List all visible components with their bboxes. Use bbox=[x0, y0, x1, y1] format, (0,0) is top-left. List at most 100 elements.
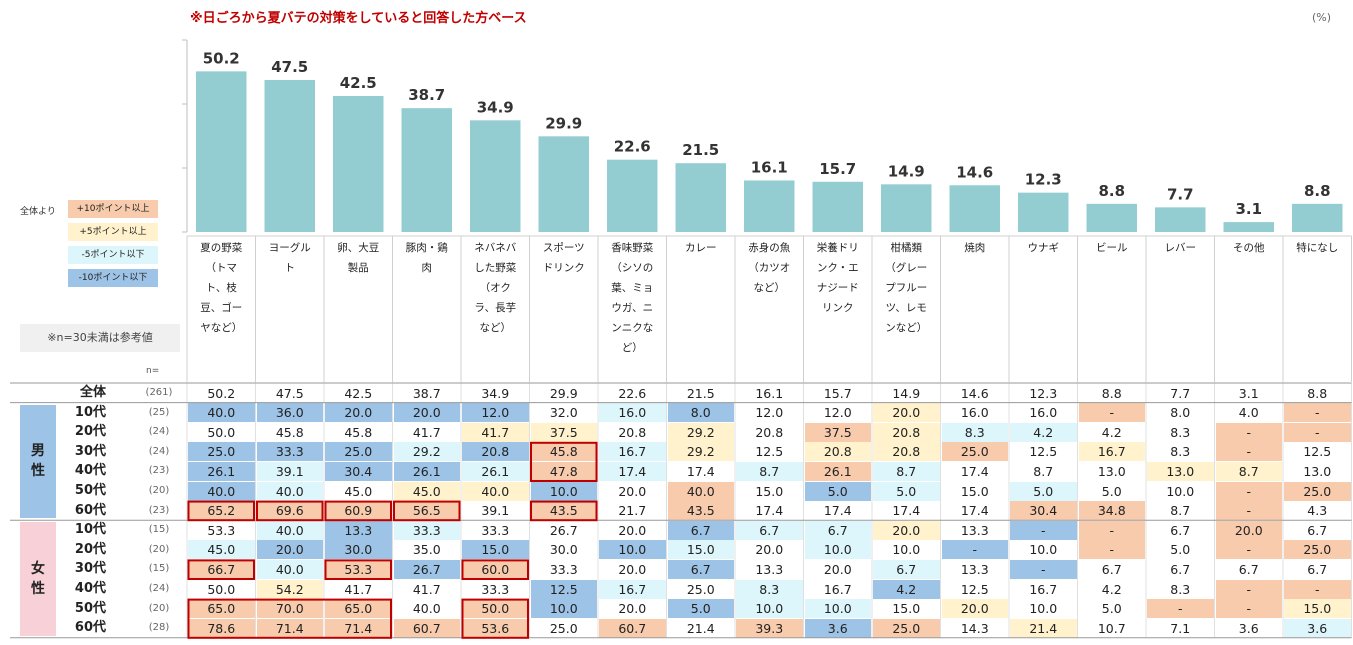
table-cell: 20.0 bbox=[618, 522, 647, 538]
table-cell: 65.0 bbox=[188, 599, 255, 619]
bar-value-label: 7.7 bbox=[1167, 185, 1194, 203]
table-cell: 30.0 bbox=[325, 540, 392, 560]
table-cell: 30.0 bbox=[549, 542, 578, 558]
table-cell: 69.6 bbox=[256, 501, 323, 521]
group-label-char: 性 bbox=[31, 580, 45, 597]
category-label-line: （カツオ bbox=[748, 262, 791, 274]
bar bbox=[812, 181, 863, 232]
table-cell: - bbox=[1215, 481, 1282, 501]
table-cell: 7.1 bbox=[1170, 620, 1191, 636]
category-label-line: ウナギ bbox=[1027, 242, 1060, 254]
table-cell: 12.3 bbox=[1029, 385, 1058, 401]
table-cell: 25.0 bbox=[549, 620, 578, 636]
table-cell: 45.8 bbox=[275, 424, 304, 440]
table-cell: 40.0 bbox=[412, 601, 441, 617]
table-cell: - bbox=[1215, 442, 1282, 462]
table-cell: 17.4 bbox=[823, 503, 852, 519]
category-label-line: 製品 bbox=[347, 262, 369, 274]
table-cell: 29.2 bbox=[393, 442, 460, 462]
table-cell: 40.0 bbox=[667, 481, 734, 501]
table-cell: - bbox=[1284, 422, 1351, 442]
category-label-line: ンク・エ bbox=[816, 262, 859, 274]
table-cell: - bbox=[1010, 559, 1077, 579]
table-cell: 14.9 bbox=[892, 385, 921, 401]
bar-value-label: 14.6 bbox=[956, 163, 993, 181]
table-cell: 43.5 bbox=[667, 501, 734, 521]
table-cell: 16.0 bbox=[1029, 405, 1058, 421]
table-cell: 29.2 bbox=[667, 442, 734, 462]
table-cell: 32.0 bbox=[549, 405, 578, 421]
bar-value-label: 47.5 bbox=[271, 58, 308, 76]
table-cell: 30.4 bbox=[1010, 501, 1077, 521]
table-cell: 33.3 bbox=[393, 520, 460, 540]
table-cell: 50.0 bbox=[462, 599, 529, 619]
bar bbox=[1292, 203, 1343, 232]
table-cell: 17.4 bbox=[892, 503, 921, 519]
category-label: 香味野菜 （シソの 葉、ミョ ウガ、ニ ンニクな ど） bbox=[598, 238, 667, 358]
row-label-total: 全体 bbox=[79, 385, 106, 400]
table-cell: 5.0 bbox=[873, 481, 940, 501]
bar-value-label: 21.5 bbox=[682, 141, 719, 159]
row-sample-size: (23) bbox=[148, 504, 170, 516]
table-cell: 15.0 bbox=[755, 483, 784, 499]
table-cell: - bbox=[1078, 403, 1145, 423]
category-label: その他 bbox=[1215, 238, 1284, 258]
category-label-line: など） bbox=[479, 322, 512, 334]
bar bbox=[744, 180, 795, 232]
table-cell: 16.7 bbox=[599, 579, 666, 599]
table-cell: 16.7 bbox=[1029, 581, 1058, 597]
table-cell: 40.0 bbox=[462, 481, 529, 501]
bar bbox=[949, 185, 1000, 232]
table-cell: 6.7 bbox=[1307, 522, 1328, 538]
table-cell: 15.0 bbox=[892, 601, 921, 617]
category-label-line: ナジード bbox=[816, 282, 859, 294]
table-cell: 8.7 bbox=[1170, 503, 1191, 519]
table-cell: 16.7 bbox=[1078, 442, 1145, 462]
row-label-age: 20代 bbox=[74, 541, 106, 557]
table-cell: 25.0 bbox=[1284, 481, 1351, 501]
table-cell: 4.2 bbox=[873, 579, 940, 599]
table-cell: 10.0 bbox=[530, 599, 597, 619]
table-cell: 37.5 bbox=[804, 422, 871, 442]
table-cell: 56.5 bbox=[393, 501, 460, 521]
category-label-line: ト bbox=[284, 262, 296, 274]
table-cell: 5.0 bbox=[1101, 601, 1122, 617]
category-label: ビール bbox=[1078, 238, 1147, 258]
bar bbox=[401, 108, 452, 232]
table-cell: 39.3 bbox=[736, 618, 803, 638]
category-label-line: （シソの bbox=[611, 262, 654, 274]
table-cell: 35.0 bbox=[412, 542, 441, 558]
table-cell: 4.2 bbox=[1010, 422, 1077, 442]
category-label-line: その他 bbox=[1233, 242, 1265, 254]
table-cell: 20.0 bbox=[256, 540, 323, 560]
table-cell: 10.0 bbox=[804, 540, 871, 560]
table-cell: 50.2 bbox=[207, 385, 236, 401]
category-label-line: 肉 bbox=[421, 262, 433, 274]
table-cell: 5.0 bbox=[1010, 481, 1077, 501]
table-cell: 20.0 bbox=[1215, 520, 1282, 540]
table-cell: 6.7 bbox=[804, 520, 871, 540]
table-cell: 25.0 bbox=[188, 442, 255, 462]
table-cell: 25.0 bbox=[873, 618, 940, 638]
table-cell: 53.6 bbox=[462, 618, 529, 638]
category-label: カレー bbox=[667, 238, 736, 258]
category-label-line: など） bbox=[753, 282, 786, 294]
table-cell: 20.8 bbox=[873, 442, 940, 462]
table-cell: 54.2 bbox=[256, 579, 323, 599]
table-cell: 40.0 bbox=[256, 559, 323, 579]
table-cell: - bbox=[1147, 599, 1214, 619]
category-label-line: ドリンク bbox=[542, 262, 585, 274]
bar bbox=[264, 80, 315, 232]
table-cell: 15.0 bbox=[960, 483, 989, 499]
category-label-line: ンニクな bbox=[611, 322, 654, 334]
category-label: 特になし bbox=[1283, 238, 1352, 258]
table-cell: 8.7 bbox=[1033, 463, 1054, 479]
category-label: ヨーグルト bbox=[256, 238, 325, 278]
table-cell: 10.0 bbox=[530, 481, 597, 501]
legend-item-plus5: +5ポイント以上 bbox=[68, 223, 158, 241]
category-label-line: 特になし bbox=[1296, 242, 1339, 254]
table-cell: 16.7 bbox=[823, 581, 852, 597]
row-label-age: 50代 bbox=[74, 600, 106, 616]
table-cell: 20.0 bbox=[618, 601, 647, 617]
table-cell: 20.8 bbox=[873, 422, 940, 442]
